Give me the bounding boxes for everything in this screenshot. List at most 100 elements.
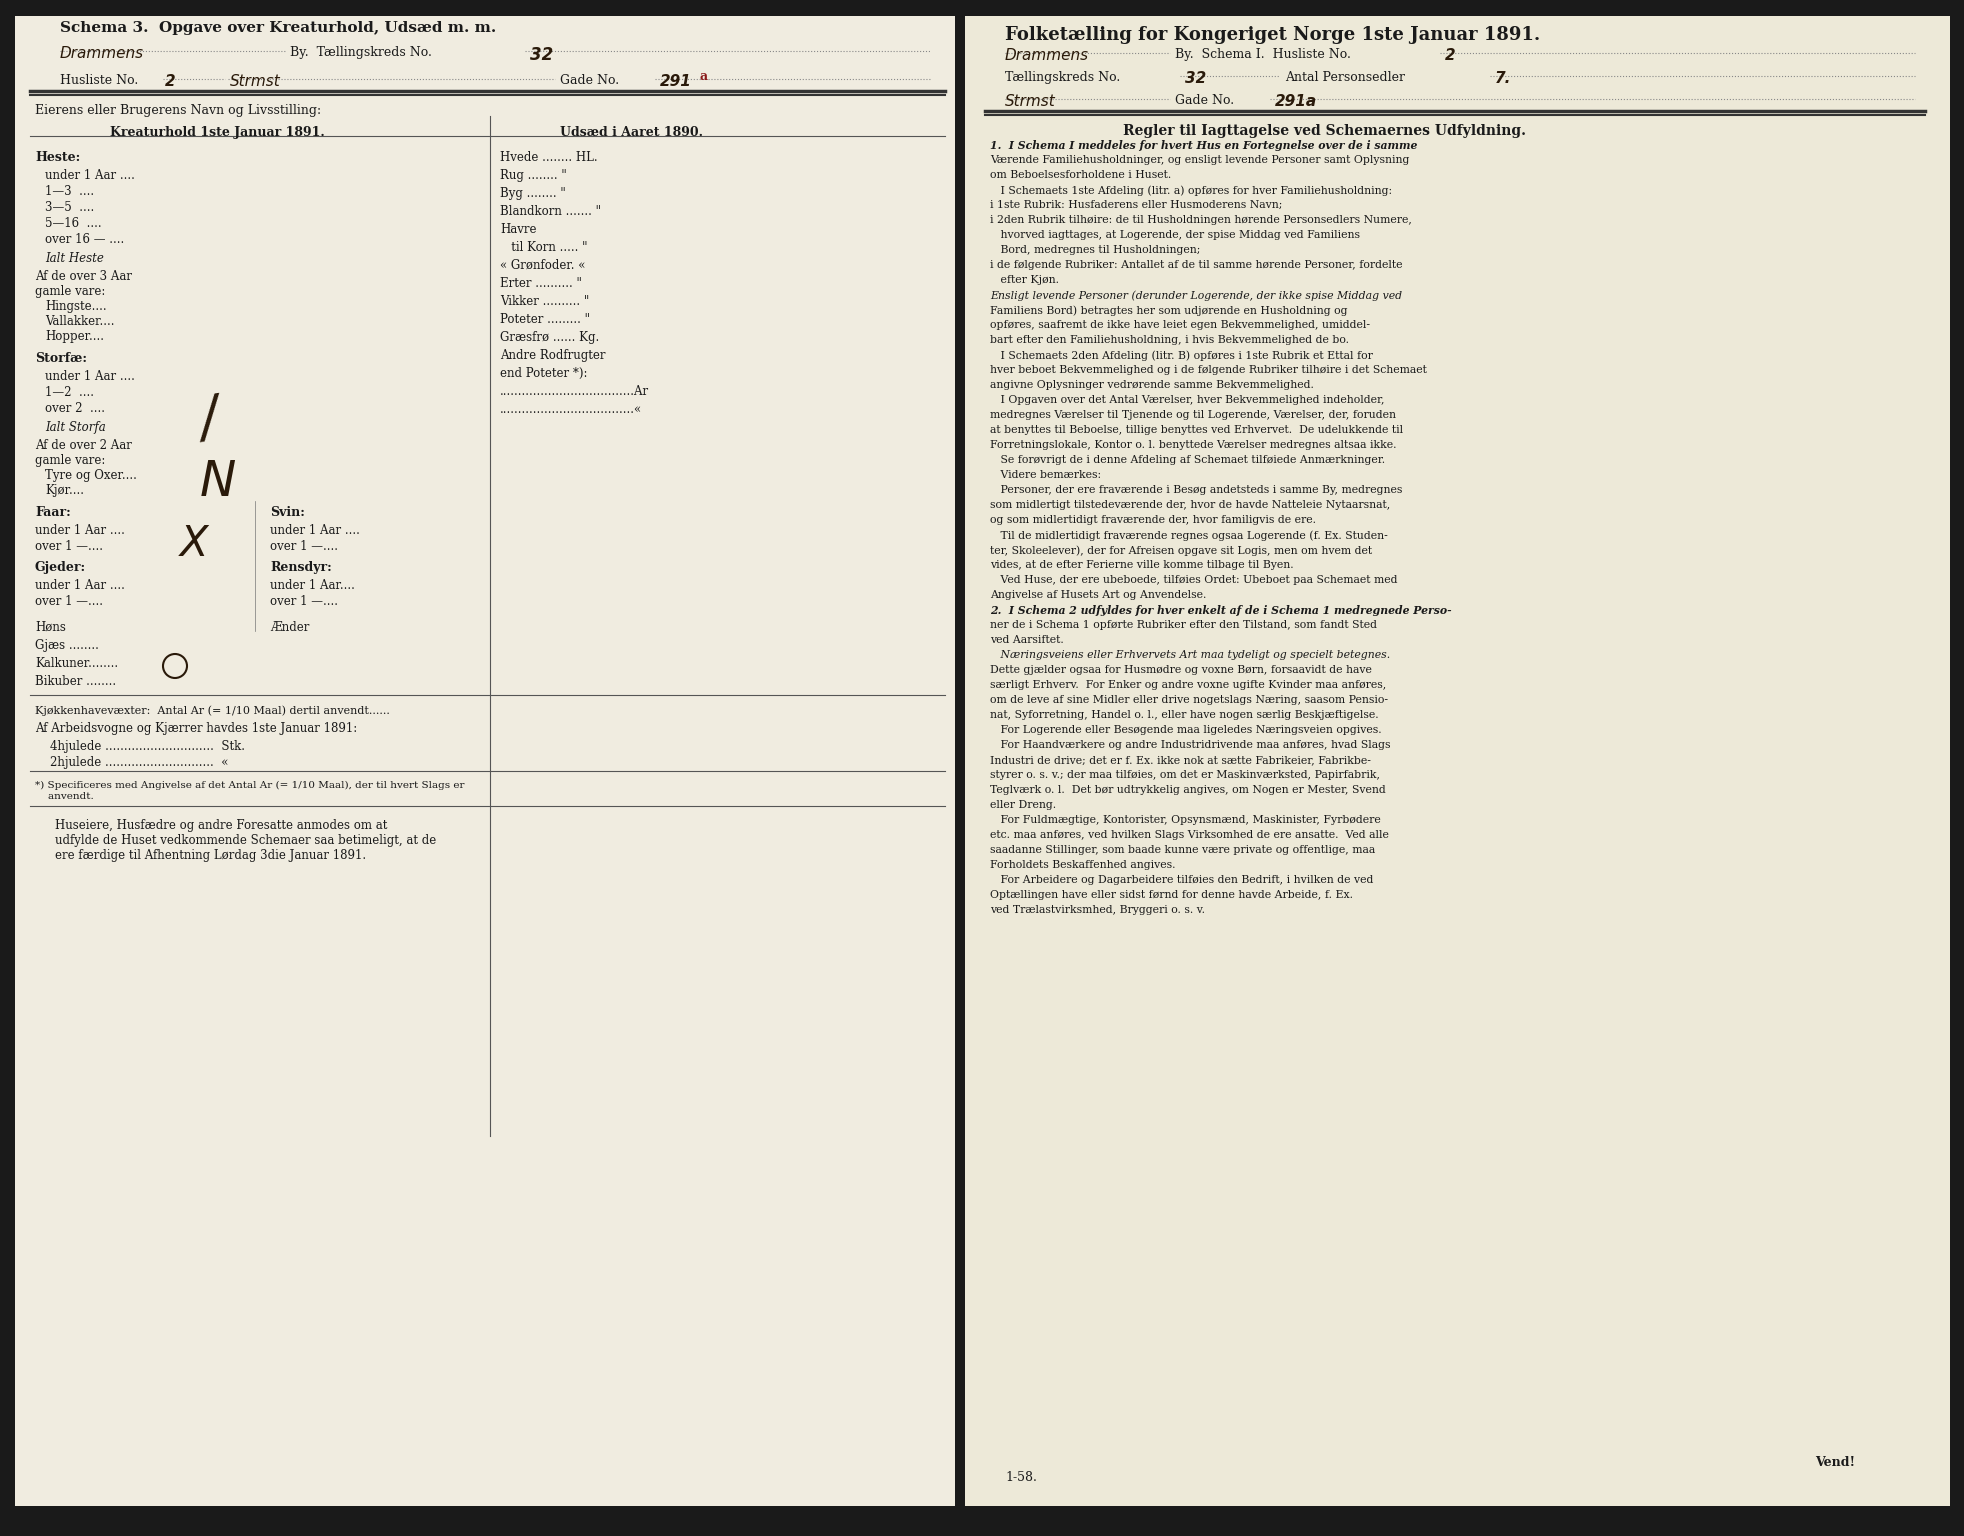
Text: By.  Tællingskreds No.: By. Tællingskreds No.	[291, 46, 432, 58]
Text: Vallakker....: Vallakker....	[45, 315, 114, 329]
Text: Udsæd i Aaret 1890.: Udsæd i Aaret 1890.	[560, 126, 703, 138]
Text: Tællingskreds No.: Tællingskreds No.	[1004, 71, 1119, 84]
Text: i 2den Rubrik tilhøire: de til Husholdningen hørende Personsedlers Numere,: i 2den Rubrik tilhøire: de til Husholdni…	[990, 215, 1412, 224]
Text: For Arbeidere og Dagarbeidere tilføies den Bedrift, i hvilken de ved: For Arbeidere og Dagarbeidere tilføies d…	[990, 876, 1373, 885]
Text: /: /	[194, 392, 222, 447]
Text: 4hjulede .............................  Stk.: 4hjulede ............................. S…	[49, 740, 246, 753]
Text: over 16 — ....: over 16 — ....	[45, 233, 124, 246]
Text: efter Kjøn.: efter Kjøn.	[990, 275, 1059, 286]
Text: under 1 Aar ....: under 1 Aar ....	[35, 579, 126, 591]
Text: ved Aarsiftet.: ved Aarsiftet.	[990, 634, 1063, 645]
Text: Eierens eller Brugerens Navn og Livsstilling:: Eierens eller Brugerens Navn og Livsstil…	[35, 104, 320, 117]
Text: 5—16  ....: 5—16 ....	[45, 217, 102, 230]
Text: opføres, saafremt de ikke have leiet egen Bekvemmelighed, umiddel-: opføres, saafremt de ikke have leiet ege…	[990, 319, 1369, 330]
Text: 2hjulede .............................  «: 2hjulede ............................. «	[49, 756, 228, 770]
Text: over 2  ....: over 2 ....	[45, 402, 104, 415]
Text: 7.: 7.	[1495, 71, 1510, 86]
Text: under 1 Aar ....: under 1 Aar ....	[45, 169, 136, 181]
Text: By.  Schema I.  Husliste No.: By. Schema I. Husliste No.	[1174, 48, 1349, 61]
Text: end Poteter *):: end Poteter *):	[499, 367, 587, 379]
Text: Havre: Havre	[499, 223, 536, 237]
Text: Græsfrø ...... Kg.: Græsfrø ...... Kg.	[499, 330, 599, 344]
Text: Til de midlertidigt fraværende regnes ogsaa Logerende (f. Ex. Studen-: Til de midlertidigt fraværende regnes og…	[990, 530, 1387, 541]
Text: Personer, der ere fraværende i Besøg andetsteds i samme By, medregnes: Personer, der ere fraværende i Besøg and…	[990, 485, 1402, 495]
Text: Af Arbeidsvogne og Kjærrer havdes 1ste Januar 1891:: Af Arbeidsvogne og Kjærrer havdes 1ste J…	[35, 722, 357, 736]
Text: Faar:: Faar:	[35, 505, 71, 519]
Text: Regler til Iagttagelse ved Schemaernes Udfyldning.: Regler til Iagttagelse ved Schemaernes U…	[1123, 124, 1526, 138]
Text: til Korn ..... ": til Korn ..... "	[499, 241, 587, 253]
Text: Svin:: Svin:	[269, 505, 304, 519]
Text: Hingste....: Hingste....	[45, 300, 106, 313]
Text: Blandkorn ....... ": Blandkorn ....... "	[499, 204, 601, 218]
Text: eller Dreng.: eller Dreng.	[990, 800, 1055, 809]
FancyBboxPatch shape	[964, 15, 1948, 1505]
Text: Kjør....: Kjør....	[45, 484, 84, 498]
Text: N: N	[200, 458, 236, 505]
Text: over 1 —....: over 1 —....	[269, 594, 338, 608]
FancyBboxPatch shape	[16, 15, 955, 1505]
Text: etc. maa anføres, ved hvilken Slags Virksomhed de ere ansatte.  Ved alle: etc. maa anføres, ved hvilken Slags Virk…	[990, 829, 1389, 840]
Text: Gjeder:: Gjeder:	[35, 561, 86, 574]
Text: Andre Rodfrugter: Andre Rodfrugter	[499, 349, 605, 362]
Text: Ved Huse, der ere ubeboede, tilføies Ordet: Ubeboet paa Schemaet med: Ved Huse, der ere ubeboede, tilføies Ord…	[990, 574, 1396, 585]
Text: Angivelse af Husets Art og Anvendelse.: Angivelse af Husets Art og Anvendelse.	[990, 590, 1206, 601]
Text: 32: 32	[1184, 71, 1206, 86]
Text: Vend!: Vend!	[1815, 1456, 1854, 1468]
Text: I Schemaets 2den Afdeling (litr. B) opføres i 1ste Rubrik et Ettal for: I Schemaets 2den Afdeling (litr. B) opfø…	[990, 350, 1373, 361]
Text: 291: 291	[660, 74, 691, 89]
Text: For Logerende eller Besøgende maa ligeledes Næringsveien opgives.: For Logerende eller Besøgende maa ligele…	[990, 725, 1381, 736]
Text: Kalkuner........: Kalkuner........	[35, 657, 118, 670]
Text: Af de over 3 Aar: Af de over 3 Aar	[35, 270, 132, 283]
Text: Drammens: Drammens	[1004, 48, 1088, 63]
Text: Ialt Heste: Ialt Heste	[45, 252, 104, 266]
Text: Vikker .......... ": Vikker .......... "	[499, 295, 589, 309]
Text: gamle vare:: gamle vare:	[35, 286, 106, 298]
Text: Værende Familiehusholdninger, og ensligt levende Personer samt Oplysning: Værende Familiehusholdninger, og ensligt…	[990, 155, 1408, 164]
Text: under 1 Aar ....: under 1 Aar ....	[269, 524, 359, 538]
Text: som midlertigt tilstedeværende der, hvor de havde Natteleie Nytaarsnat,: som midlertigt tilstedeværende der, hvor…	[990, 501, 1391, 510]
Text: Af de over 2 Aar: Af de over 2 Aar	[35, 439, 132, 452]
Text: X: X	[181, 522, 208, 565]
Text: Videre bemærkes:: Videre bemærkes:	[990, 470, 1100, 479]
Text: hvorved iagttages, at Logerende, der spise Middag ved Familiens: hvorved iagttages, at Logerende, der spi…	[990, 230, 1359, 240]
Text: 2.  I Schema 2 udfyldes for hver enkelt af de i Schema 1 medregnede Perso-: 2. I Schema 2 udfyldes for hver enkelt a…	[990, 605, 1451, 616]
Text: « Grønfoder. «: « Grønfoder. «	[499, 260, 585, 272]
Text: Rug ........ ": Rug ........ "	[499, 169, 566, 181]
Text: over 1 —....: over 1 —....	[269, 541, 338, 553]
Text: Erter .......... ": Erter .......... "	[499, 276, 581, 290]
Text: 291a: 291a	[1275, 94, 1316, 109]
Text: i de følgende Rubriker: Antallet af de til samme hørende Personer, fordelte: i de følgende Rubriker: Antallet af de t…	[990, 260, 1402, 270]
Text: Ialt Storfa: Ialt Storfa	[45, 421, 106, 435]
Text: saadanne Stillinger, som baade kunne være private og offentlige, maa: saadanne Stillinger, som baade kunne vær…	[990, 845, 1375, 856]
Text: Industri de drive; det er f. Ex. ikke nok at sætte Fabrikeier, Fabrikbe-: Industri de drive; det er f. Ex. ikke no…	[990, 756, 1371, 765]
Text: særligt Erhverv.  For Enker og andre voxne ugifte Kvinder maa anføres,: særligt Erhverv. For Enker og andre voxn…	[990, 680, 1385, 690]
Text: 32: 32	[530, 46, 554, 65]
Text: om de leve af sine Midler eller drive nogetslags Næring, saasom Pensio-: om de leve af sine Midler eller drive no…	[990, 694, 1387, 705]
Text: Heste:: Heste:	[35, 151, 81, 164]
Text: Familiens Bord) betragtes her som udjørende en Husholdning og: Familiens Bord) betragtes her som udjøre…	[990, 306, 1347, 315]
Text: Bord, medregnes til Husholdningen;: Bord, medregnes til Husholdningen;	[990, 246, 1200, 255]
Text: ved Trælastvirksmhed, Bryggeri o. s. v.: ved Trælastvirksmhed, Bryggeri o. s. v.	[990, 905, 1204, 915]
Text: Hvede ........ HL.: Hvede ........ HL.	[499, 151, 597, 164]
Text: Schema 3.  Opgave over Kreaturhold, Udsæd m. m.: Schema 3. Opgave over Kreaturhold, Udsæd…	[61, 22, 497, 35]
Text: Se forøvrigt de i denne Afdeling af Schemaet tilføiede Anmærkninger.: Se forøvrigt de i denne Afdeling af Sche…	[990, 455, 1385, 465]
Text: Tyre og Oxer....: Tyre og Oxer....	[45, 468, 137, 482]
Text: a: a	[699, 71, 707, 83]
Text: 1—3  ....: 1—3 ....	[45, 184, 94, 198]
Text: 1.  I Schema I meddeles for hvert Hus en Fortegnelse over de i samme: 1. I Schema I meddeles for hvert Hus en …	[990, 140, 1416, 151]
Text: Husliste No.: Husliste No.	[61, 74, 137, 88]
Text: hver beboet Bekvemmelighed og i de følgende Rubriker tilhøire i det Schemaet: hver beboet Bekvemmelighed og i de følge…	[990, 366, 1426, 375]
Text: *) Specificeres med Angivelse af det Antal Ar (= 1/10 Maal), der til hvert Slags: *) Specificeres med Angivelse af det Ant…	[35, 780, 464, 800]
Text: 3—5  ....: 3—5 ....	[45, 201, 94, 214]
Text: I Schemaets 1ste Afdeling (litr. a) opføres for hver Familiehusholdning:: I Schemaets 1ste Afdeling (litr. a) opfø…	[990, 184, 1391, 195]
Text: Forholdets Beskaffenhed angives.: Forholdets Beskaffenhed angives.	[990, 860, 1174, 869]
Text: For Haandværkere og andre Industridrivende maa anføres, hvad Slags: For Haandværkere og andre Industridriven…	[990, 740, 1391, 750]
Text: Ænder: Ænder	[269, 621, 308, 634]
Text: Hopper....: Hopper....	[45, 330, 104, 343]
Text: Optællingen have eller sidst førnd for denne havde Arbeide, f. Ex.: Optællingen have eller sidst førnd for d…	[990, 889, 1353, 900]
Text: Bikuber ........: Bikuber ........	[35, 674, 116, 688]
Text: Rensdyr:: Rensdyr:	[269, 561, 332, 574]
Text: Dette gjælder ogsaa for Husmødre og voxne Børn, forsaavidt de have: Dette gjælder ogsaa for Husmødre og voxn…	[990, 665, 1371, 674]
Text: bart efter den Familiehusholdning, i hvis Bekvemmelighed de bo.: bart efter den Familiehusholdning, i hvi…	[990, 335, 1349, 346]
Text: medregnes Værelser til Tjenende og til Logerende, Værelser, der, foruden: medregnes Værelser til Tjenende og til L…	[990, 410, 1394, 419]
